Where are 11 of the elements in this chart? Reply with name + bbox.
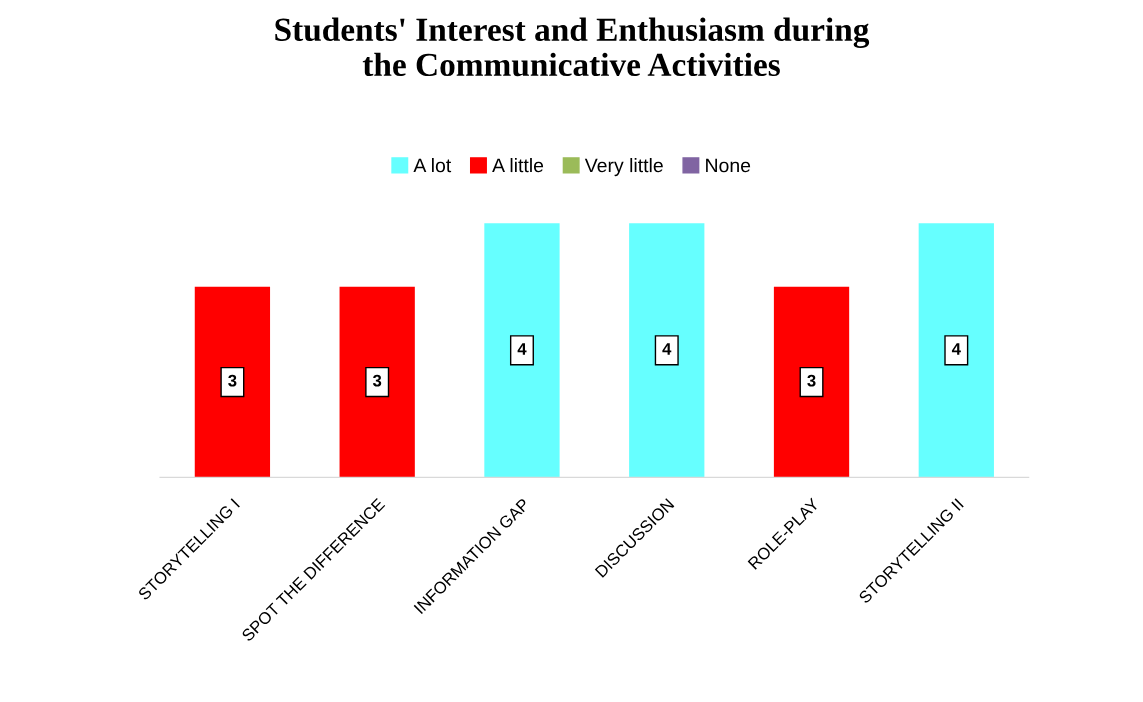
legend-label: A lot bbox=[413, 158, 452, 173]
data-label: 3 bbox=[807, 374, 816, 387]
legend-label: None bbox=[706, 158, 751, 173]
data-label: 4 bbox=[951, 343, 961, 355]
legend-label: Very little bbox=[584, 158, 663, 177]
chart-title: Students' Interest and Enthusiasm during the Communicative Activities bbox=[275, 17, 870, 77]
data-label: 4 bbox=[662, 343, 672, 355]
data-label: 3 bbox=[372, 374, 382, 387]
data-label: 3 bbox=[228, 374, 237, 387]
legend-label: A little bbox=[492, 158, 544, 173]
data-label: 4 bbox=[517, 343, 527, 355]
